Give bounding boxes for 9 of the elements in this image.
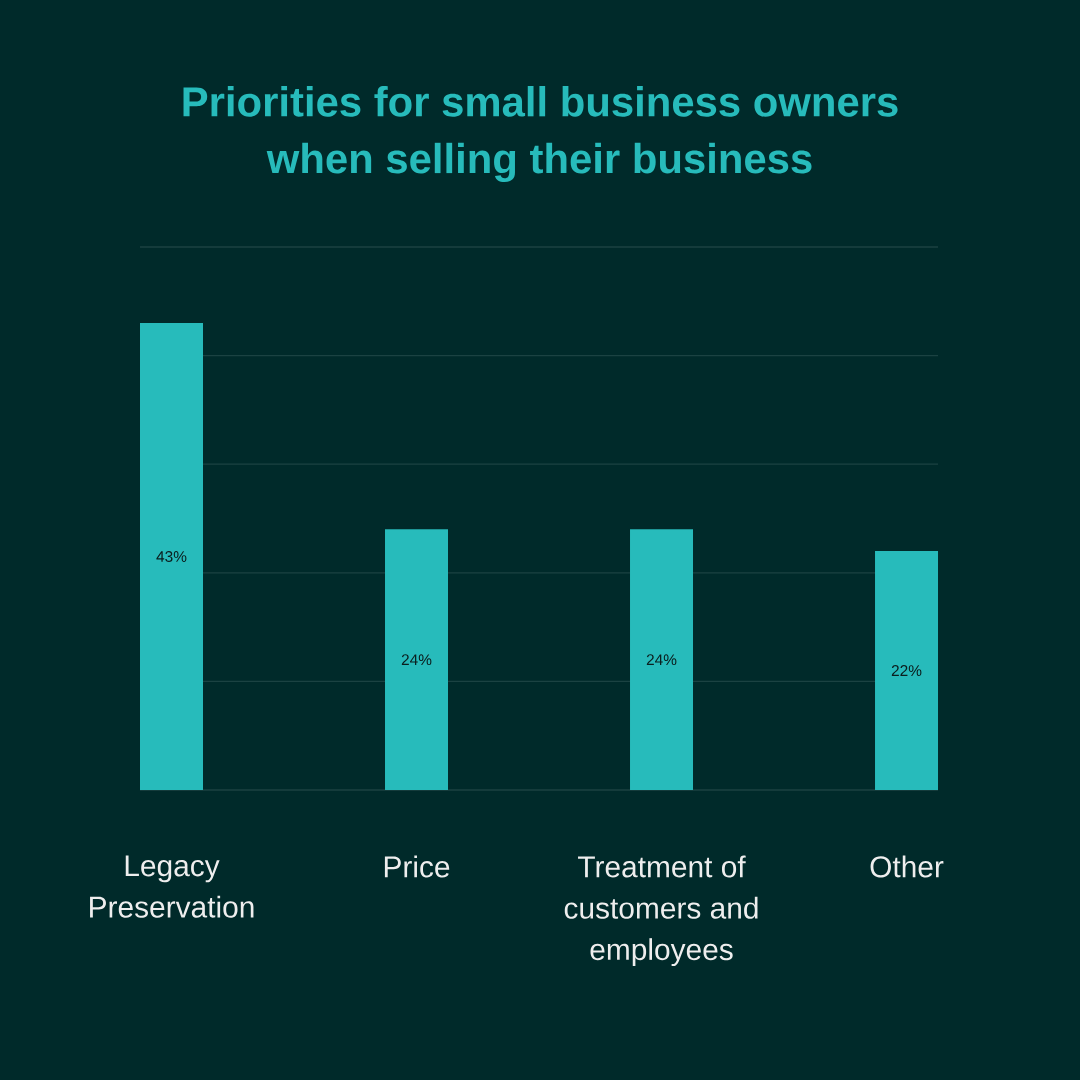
x-tick-label: Treatment of customers and employees (564, 855, 758, 967)
data-label: 22% (891, 665, 922, 676)
x-tick-label: Price (384, 855, 450, 878)
data-label: 43% (156, 551, 187, 562)
x-tick-label: Legacy Preservation (90, 855, 254, 918)
data-label: 24% (401, 654, 432, 666)
data-label: 24% (646, 654, 677, 666)
x-tick-label: Other (870, 855, 944, 878)
chart-title: Priorities for small business owners when selling their business (183, 85, 898, 182)
